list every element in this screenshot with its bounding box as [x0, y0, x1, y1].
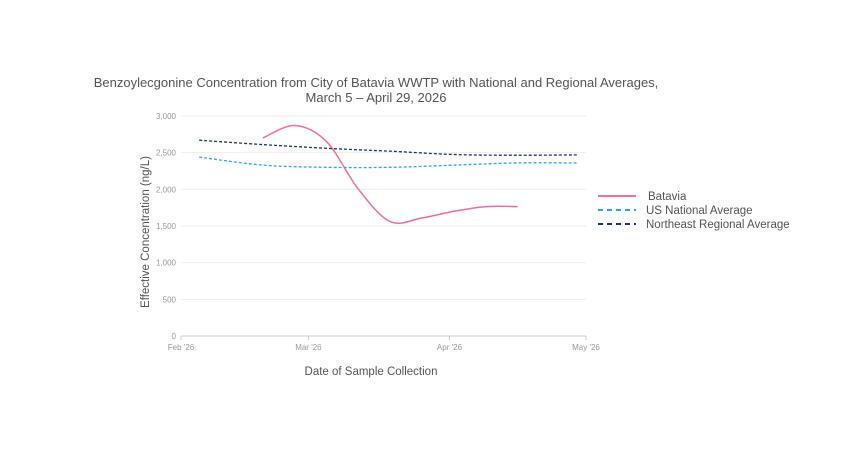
x-axis-title: Date of Sample Collection [305, 366, 438, 378]
legend-label-northeast-regional-average: Northeast Regional Average [646, 219, 790, 231]
x-tick-label: Mar '26 [295, 343, 322, 352]
x-tick-label: Feb '26 [168, 343, 195, 352]
series-line-batavia [262, 124, 518, 225]
y-tick-label: 500 [163, 295, 177, 304]
series-lines [199, 124, 577, 225]
chart-title-line-2: March 5 – April 29, 2026 [306, 90, 447, 105]
legend: Batavia US National Average Northeast Regi… [598, 191, 790, 231]
y-tick-label: 1,000 [156, 259, 177, 268]
y-axis-title: Effective Concentration (ng/L) [140, 156, 152, 308]
x-tick-labels: Feb '26 Mar '26 Apr '26 May '26 [168, 343, 601, 352]
y-tick-label: 1,500 [156, 222, 177, 231]
legend-label-batavia: Batavia [648, 191, 687, 203]
gridlines [181, 115, 586, 300]
legend-label-us-national-average: US National Average [646, 205, 753, 217]
x-tick-label: Apr '26 [437, 343, 463, 352]
x-tick-label: May '26 [572, 343, 600, 352]
y-tick-label: 3,000 [156, 112, 177, 121]
y-tick-label: 2,500 [156, 149, 177, 158]
chart-title-line-1: Benzoylecgonine Concentration from City … [94, 75, 659, 90]
y-tick-label: 0 [172, 332, 177, 341]
axes [180, 335, 587, 340]
series-line-us-national-average [199, 156, 577, 169]
series-line-northeast-regional-average [199, 139, 577, 156]
y-tick-label: 2,000 [156, 185, 177, 194]
y-tick-labels: 0 500 1,000 1,500 2,000 2,500 3,000 [156, 112, 177, 341]
